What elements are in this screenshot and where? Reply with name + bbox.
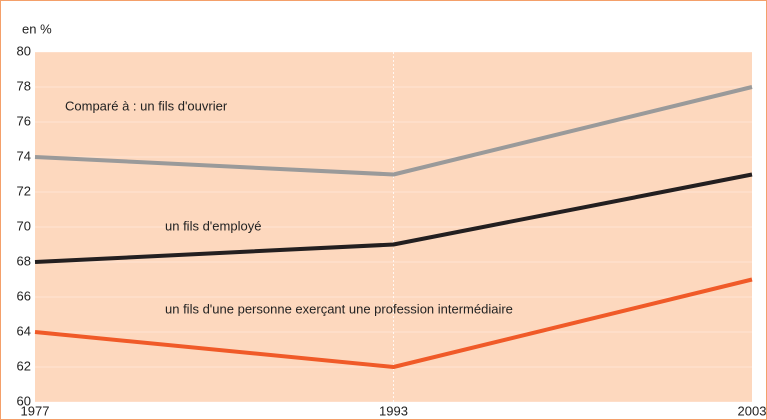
series-line (34, 85, 753, 177)
y-tick-label: 74 (17, 148, 31, 163)
y-tick-label: 66 (17, 288, 31, 303)
series-line (34, 277, 753, 369)
y-tick-label: 80 (17, 43, 31, 58)
series-label: un fils d'employé (165, 218, 261, 233)
y-tick-label: 76 (17, 113, 31, 128)
y-tick-label: 60 (17, 393, 31, 408)
series-label: un fils d'une personne exerçant une prof… (165, 301, 513, 316)
y-tick-label: 72 (17, 183, 31, 198)
y-tick-label: 78 (17, 78, 31, 93)
series-label: Comparé à : un fils d'ouvrier (65, 98, 228, 113)
y-tick-label: 70 (17, 218, 31, 233)
y-tick-label: 62 (17, 358, 31, 373)
series-line (34, 172, 753, 264)
x-tick-label: 1993 (379, 403, 408, 418)
y-axis-label: en % (22, 21, 52, 36)
x-tick-label: 1977 (21, 403, 50, 418)
x-tick-label: 2003 (738, 403, 767, 418)
y-tick-label: 68 (17, 253, 31, 268)
y-tick-label: 64 (17, 323, 31, 338)
